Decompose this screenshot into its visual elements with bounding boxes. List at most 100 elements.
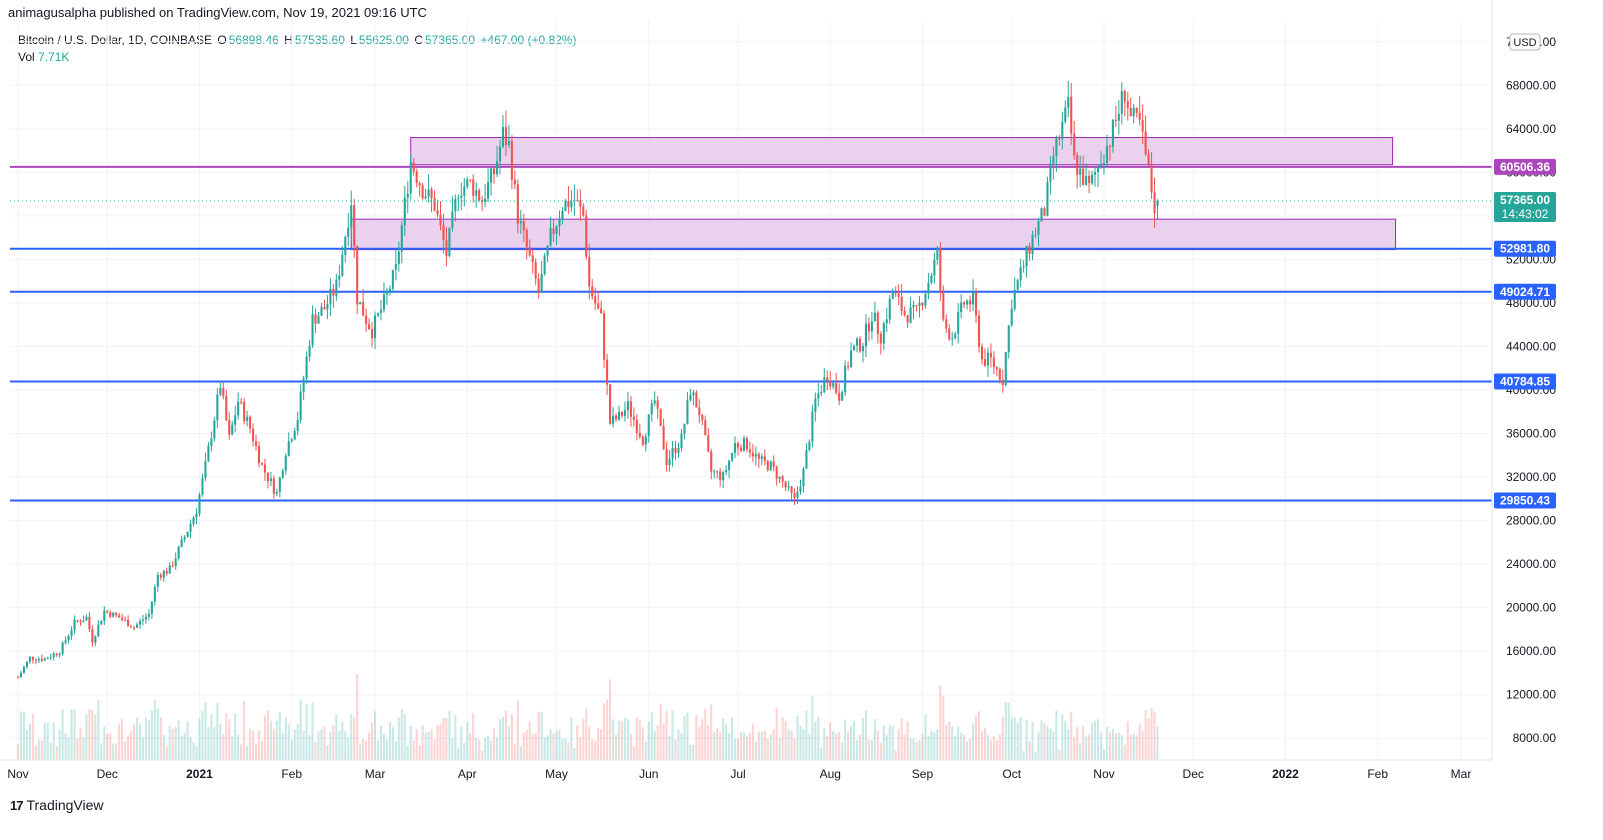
- candle-body: [204, 461, 207, 478]
- candle-body: [969, 300, 972, 305]
- volume-bar: [147, 720, 150, 760]
- volume-bar: [457, 747, 460, 760]
- volume-legend: Vol 7.71K: [18, 50, 69, 64]
- candle-body: [201, 477, 204, 495]
- volume-bar: [138, 723, 142, 760]
- volume-bar: [617, 720, 621, 760]
- candle-body: [234, 415, 237, 425]
- candle-body: [385, 291, 388, 295]
- candle-body: [998, 369, 1001, 380]
- volume-bar: [118, 723, 121, 760]
- volume-bar: [1138, 723, 1141, 760]
- candle-body: [391, 269, 394, 289]
- volume-bar: [106, 733, 109, 760]
- volume-bar: [58, 729, 61, 760]
- level-label-text: 40784.85: [1500, 374, 1550, 388]
- candle-body: [772, 461, 775, 467]
- volume-bar: [1049, 728, 1052, 760]
- candle-body: [906, 315, 909, 323]
- candle-body: [992, 357, 995, 368]
- tradingview-logo-icon: 17: [10, 797, 24, 813]
- candle-body: [379, 309, 383, 313]
- candle-body: [781, 476, 784, 482]
- volume-bar: [799, 725, 802, 760]
- volume-bar: [1129, 734, 1132, 760]
- candle-body: [1126, 101, 1129, 108]
- price-chart[interactable]: 8000.00 12000.00 16000.00 20000.00 24000.00 2…: [0, 0, 1603, 790]
- volume-bar: [876, 730, 879, 760]
- candle-body: [900, 296, 903, 311]
- candle-body: [811, 411, 814, 442]
- volume-bar: [790, 730, 793, 760]
- footer-brand[interactable]: TradingView: [26, 797, 104, 813]
- volume-bar: [775, 707, 778, 760]
- price-axis[interactable]: 8000.00 12000.00 16000.00 20000.00 24000.00 2…: [1506, 33, 1556, 745]
- candle-body: [558, 218, 561, 226]
- volume-bar: [225, 712, 228, 760]
- volume-bar: [1114, 733, 1117, 760]
- candle-body: [951, 338, 954, 340]
- candle-body: [43, 658, 46, 661]
- candle-body: [516, 184, 519, 224]
- candle-body: [130, 626, 133, 628]
- candle-body: [400, 225, 403, 252]
- volume-bar: [1025, 719, 1028, 760]
- volume-bar: [103, 726, 106, 760]
- candle-body: [308, 345, 311, 357]
- candle-body: [448, 227, 451, 257]
- volume-bar: [847, 731, 850, 760]
- volume-bar: [1061, 714, 1064, 760]
- candle-body: [326, 304, 329, 310]
- volume-bar: [864, 710, 867, 760]
- chart-grid: [10, 20, 1490, 760]
- volume-bar: [290, 739, 293, 760]
- price-tick-label: 24000.00: [1506, 557, 1556, 571]
- candle-body: [787, 486, 790, 488]
- volume-bar: [647, 721, 650, 760]
- candle-body: [623, 410, 626, 416]
- candle-body: [612, 415, 615, 424]
- candle-body: [710, 451, 713, 472]
- volume-bar: [52, 722, 55, 760]
- candle-body: [231, 424, 234, 435]
- candle-body: [1105, 145, 1108, 164]
- volume-bar: [665, 710, 668, 760]
- candle-body: [16, 677, 20, 679]
- candle-body: [903, 310, 906, 316]
- candle-body: [487, 182, 490, 199]
- volume-bar: [936, 729, 939, 760]
- candle-body: [1094, 172, 1097, 175]
- volume-bar: [132, 724, 136, 760]
- candle-body: [534, 262, 537, 279]
- volume-bar: [495, 737, 499, 760]
- candle-body: [980, 346, 984, 360]
- candle-body: [243, 402, 246, 421]
- candle-body: [927, 282, 930, 294]
- volume-bar: [1117, 733, 1120, 760]
- candle-body: [451, 211, 454, 228]
- volume-bar: [704, 708, 707, 760]
- volume-bar: [1150, 708, 1153, 760]
- volume-bar: [1055, 710, 1058, 760]
- volume-bar: [55, 746, 58, 760]
- symbol-name[interactable]: Bitcoin / U.S. Dollar, 1D, COINBASE: [18, 33, 213, 47]
- candle-body: [522, 221, 525, 231]
- time-axis[interactable]: Nov Dec 2021 Feb Mar Apr May Jun Jul Aug Sep Oct Nov…: [7, 767, 1471, 781]
- candle-body: [1114, 119, 1117, 121]
- volume-bar: [778, 737, 781, 760]
- volume-bar: [1028, 741, 1031, 760]
- volume-bar: [995, 739, 998, 760]
- volume-bar: [924, 714, 927, 760]
- volume-bar: [472, 712, 475, 760]
- volume-bar: [829, 722, 832, 760]
- volume-bar: [826, 736, 829, 760]
- volume-bar: [171, 728, 174, 760]
- volume-bar: [960, 732, 963, 760]
- candle-body: [1079, 168, 1082, 175]
- volume-bar: [445, 717, 448, 760]
- candle-body: [504, 127, 507, 146]
- volume-bar: [1132, 733, 1135, 760]
- candle-body: [275, 491, 278, 494]
- candle-body: [427, 189, 430, 197]
- volume-bar: [350, 713, 353, 760]
